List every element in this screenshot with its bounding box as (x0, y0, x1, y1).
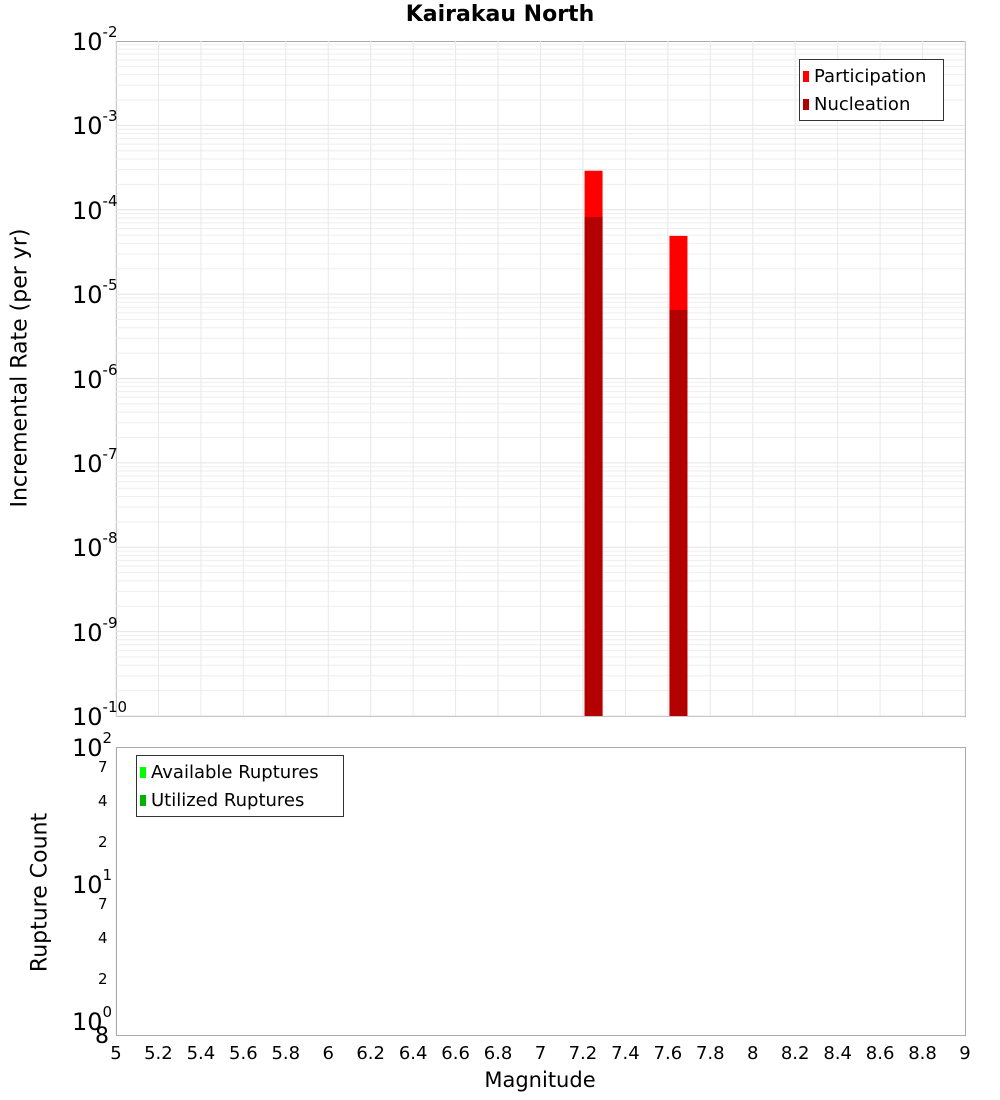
x-tick-label: 6.4 (398, 1043, 428, 1064)
legend-label: Participation (814, 65, 927, 87)
legend-label: Available Ruptures (151, 761, 319, 783)
x-tick-label: 6.2 (356, 1043, 385, 1064)
y-tick-label: 10-5 (72, 276, 118, 310)
x-tick-label: 6.8 (483, 1043, 513, 1064)
x-tick-label: 5.4 (186, 1043, 216, 1064)
x-tick-label: 5.6 (229, 1043, 258, 1064)
bottom-legend: Available Ruptures Utilized Ruptures (136, 755, 344, 817)
y-tick-label: 7 (98, 758, 108, 777)
x-tick-label: 6 (322, 1043, 334, 1064)
y-tick-label: 10-9 (72, 613, 118, 647)
y-tick-label: 10-6 (72, 360, 118, 394)
y-tick-label: 10-4 (72, 191, 118, 225)
y-tick-label: 4 (98, 928, 108, 947)
available-swatch-icon (140, 766, 146, 778)
bottom-y-axis-label: Rupture Count (27, 812, 53, 973)
top-y-axis-label: Incremental Rate (per yr) (7, 228, 33, 508)
x-tick-label: 7.2 (568, 1043, 598, 1064)
legend-item-utilized: Utilized Ruptures (140, 786, 337, 814)
y-tick-label: 10-2 (72, 23, 118, 56)
x-tick-label: 8.2 (780, 1043, 810, 1064)
participation-swatch-icon (803, 70, 809, 82)
x-tick-label: 6.6 (441, 1043, 470, 1064)
x-tick-label: 5.8 (271, 1043, 301, 1064)
legend-item-available: Available Ruptures (140, 758, 337, 786)
x-axis-label: Magnitude (484, 1068, 596, 1092)
y-tick-label: 10-8 (72, 529, 118, 563)
x-tick-label: 7 (534, 1043, 547, 1064)
x-tick-label: 7.8 (695, 1043, 725, 1064)
y-tick-label: 4 (98, 791, 108, 810)
utilized-swatch-icon (140, 794, 146, 806)
chart-title: Kairakau North (405, 2, 595, 27)
x-tick-label: 7.4 (611, 1043, 640, 1064)
nucleation-swatch-icon (803, 98, 809, 110)
y-tick-label: 2 (98, 832, 108, 851)
y-tick-label: 10-7 (72, 444, 118, 478)
legend-label: Utilized Ruptures (151, 789, 305, 811)
x-tick-label: 8 (747, 1043, 759, 1064)
x-tick-label: 8.6 (865, 1043, 895, 1064)
y-tick-label: 8 (95, 1024, 109, 1050)
y-tick-label: 102 (72, 729, 113, 762)
x-tick-label: 9 (959, 1043, 971, 1064)
y-tick-label: 101 (72, 866, 113, 899)
y-tick-label: 10-3 (72, 107, 118, 141)
nucleation-bar (584, 217, 603, 716)
y-tick-label: 10-10 (72, 698, 128, 731)
x-tick-label: 7.6 (653, 1043, 683, 1064)
nucleation-bar (669, 309, 688, 716)
x-tick-label: 5 (110, 1043, 122, 1064)
y-tick-label: 2 (98, 969, 108, 988)
legend-item-participation: Participation (803, 62, 937, 90)
y-tick-label: 100 (72, 1003, 113, 1036)
x-tick-label: 8.4 (823, 1043, 852, 1064)
x-tick-label: 5.2 (144, 1043, 173, 1064)
legend-label: Nucleation (814, 93, 911, 115)
x-tick-label: 8.8 (908, 1043, 937, 1064)
legend-item-nucleation: Nucleation (803, 90, 937, 118)
y-tick-label: 7 (98, 895, 108, 914)
top-legend: Participation Nucleation (799, 59, 944, 121)
